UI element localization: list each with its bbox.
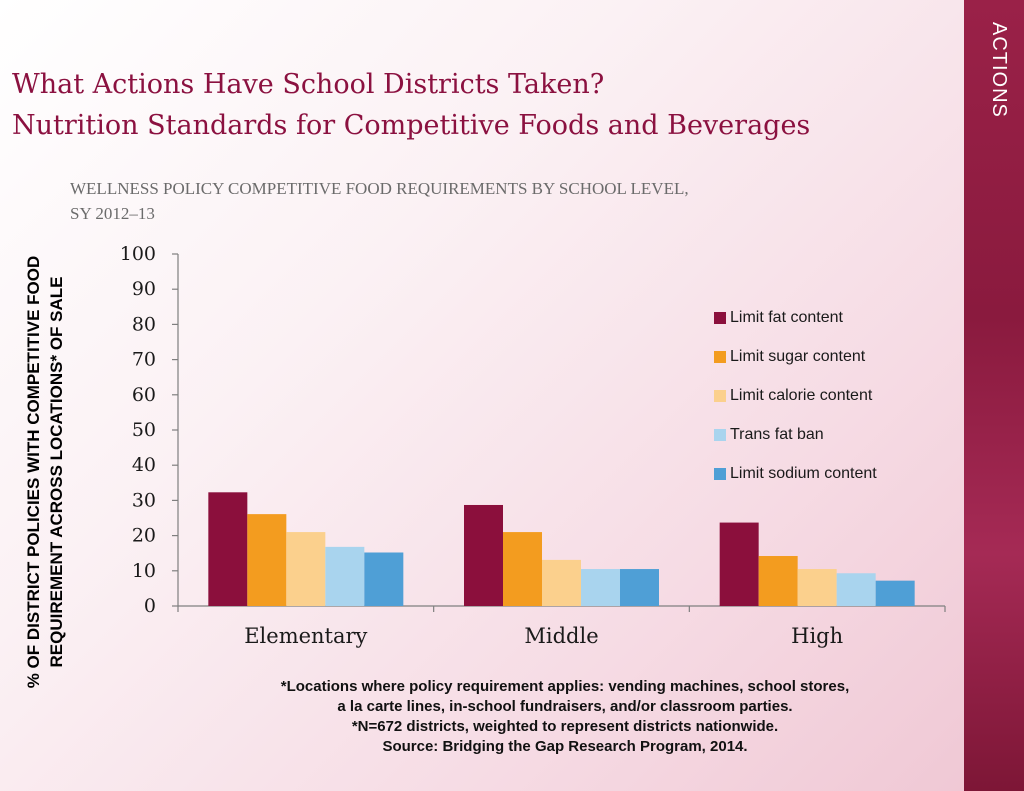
y-tick-label: 50 (132, 419, 156, 441)
subtitle-line-1: WELLNESS POLICY COMPETITIVE FOOD REQUIRE… (70, 179, 689, 198)
legend-swatch (714, 467, 726, 480)
legend-label: Limit sodium content (730, 464, 877, 482)
x-category-label: High (791, 624, 843, 648)
legend-item: Limit calorie content (714, 376, 877, 415)
legend-item: Limit sodium content (714, 454, 877, 493)
bar-chart: 0 10 20 30 40 50 60 70 80 90 100 Elementary Middle Hi… (120, 243, 946, 648)
bar-high-limit-sodium-content (875, 580, 915, 606)
title-line-2: Nutrition Standards for Competitive Food… (12, 110, 811, 141)
legend-label: Limit calorie content (730, 386, 873, 404)
section-label: ACTIONS (988, 22, 1010, 118)
y-tick-label: 100 (120, 243, 156, 265)
bar-middle-limit-sugar-content (503, 532, 542, 606)
y-tick-label: 40 (132, 454, 156, 476)
y-tick-label: 0 (144, 595, 156, 617)
footnote-line-3: *N=672 districts, weighted to represent … (351, 718, 779, 735)
x-category-label: Middle (524, 624, 598, 648)
footnote-line-4: Source: Bridging the Gap Research Progra… (382, 738, 748, 755)
bar-high-limit-fat-content (719, 522, 759, 606)
legend-swatch (714, 428, 726, 441)
legend-swatch (714, 350, 726, 363)
y-tick-label: 70 (132, 349, 156, 371)
y-tick-label: 80 (132, 313, 156, 335)
legend-item: Limit fat content (714, 298, 877, 337)
bar-elementary-limit-sugar-content (247, 514, 287, 606)
footnote-line-2: a la carte lines, in-school fundraisers,… (337, 698, 793, 715)
page-title: What Actions Have School Districts Taken… (12, 64, 810, 146)
y-tick-label: 10 (132, 560, 156, 582)
legend-swatch (714, 311, 726, 324)
bar-middle-limit-calorie-content (542, 559, 581, 606)
bar-elementary-limit-sodium-content (364, 552, 404, 606)
y-tick-label: 60 (132, 384, 156, 406)
bar-elementary-limit-fat-content (208, 492, 248, 606)
legend-item: Limit sugar content (714, 337, 877, 376)
bar-elementary-limit-calorie-content (286, 532, 326, 606)
bar-high-limit-calorie-content (797, 569, 837, 606)
bar-high-trans-fat-ban (836, 573, 876, 606)
x-category-label: Elementary (244, 624, 367, 648)
title-line-1: What Actions Have School Districts Taken… (12, 69, 605, 100)
legend-label: Limit sugar content (730, 347, 866, 365)
y-tick-label: 30 (132, 489, 156, 511)
bar-high-limit-sugar-content (758, 556, 798, 606)
y-tick-label: 90 (132, 278, 156, 300)
chart-subtitle: WELLNESS POLICY COMPETITIVE FOOD REQUIRE… (70, 176, 689, 226)
legend-swatch (714, 389, 726, 402)
legend-label: Limit fat content (730, 308, 843, 326)
bar-middle-trans-fat-ban (581, 569, 620, 606)
legend-label: Trans fat ban (730, 425, 824, 443)
bar-middle-limit-fat-content (464, 504, 503, 606)
footnote: *Locations where policy requirement appl… (230, 677, 900, 757)
subtitle-line-2: SY 2012–13 (70, 204, 155, 223)
chart-legend: Limit fat content Limit sugar content Limi… (714, 298, 877, 493)
bar-elementary-trans-fat-ban (325, 546, 365, 606)
bar-middle-limit-sodium-content (620, 569, 659, 606)
legend-item: Trans fat ban (714, 415, 877, 454)
y-tick-label: 20 (132, 525, 156, 547)
side-band (964, 0, 1024, 791)
footnote-line-1: *Locations where policy requirement appl… (280, 678, 850, 695)
